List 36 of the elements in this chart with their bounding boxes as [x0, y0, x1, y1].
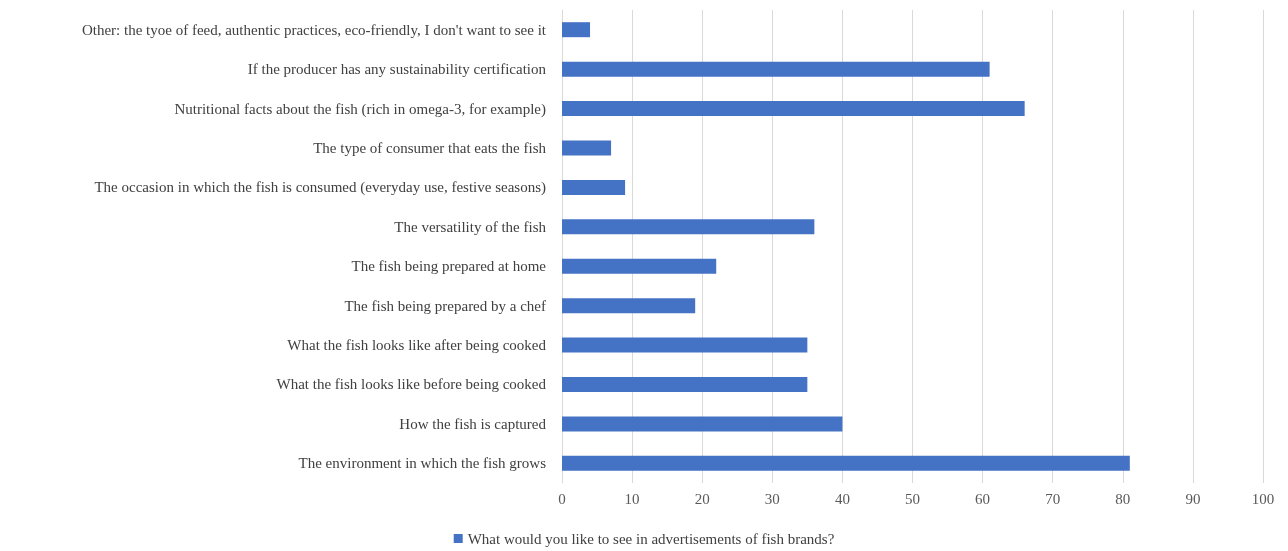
x-tick-label: 30: [764, 490, 780, 507]
bar: [562, 61, 990, 77]
y-tick-label: The type of consumer that eats the fish: [313, 139, 547, 156]
y-tick-label: The fish being prepared by a chef: [344, 297, 546, 314]
bar: [562, 376, 808, 392]
x-tick-label: 60: [975, 490, 991, 507]
x-tick-label: 100: [1251, 490, 1275, 507]
bar: [562, 416, 843, 432]
y-tick-label: The occasion in which the fish is consumed (everyday use, festive seasons): [94, 179, 546, 197]
bar: [562, 101, 1025, 117]
y-tick-label: Nutritional facts about the fish (rich in omega-3, for example): [174, 100, 546, 118]
x-tick-label: 70: [1045, 490, 1061, 507]
y-tick-label: The environment in which the fish grows: [298, 455, 547, 472]
x-tick-label: 90: [1185, 490, 1201, 507]
bar: [562, 219, 815, 235]
legend-label: What would you like to see in advertisements of fish brands?: [467, 530, 835, 547]
x-tick-label: 50: [905, 490, 920, 507]
x-tick-label: 10: [624, 490, 640, 507]
y-tick-label: The versatility of the fish: [394, 218, 547, 235]
bar: [562, 258, 717, 274]
bar: [562, 337, 808, 353]
bar: [562, 140, 612, 156]
y-tick-label: What the fish looks like after being cooked: [287, 337, 547, 354]
bar: [562, 22, 591, 38]
y-tick-label: The fish being prepared at home: [351, 258, 547, 275]
bar: [562, 455, 1130, 471]
y-tick-label: How the fish is captured: [399, 415, 547, 432]
y-tick-label: Other: the tyoe of feed, authentic practices, eco-friendly, I don't want to see it: [81, 21, 547, 38]
y-tick-label: What the fish looks like before being cooked: [276, 376, 547, 393]
bar: [562, 298, 696, 314]
x-tick-label: 0: [558, 490, 566, 507]
x-tick-label: 20: [694, 490, 710, 507]
x-tick-label: 80: [1115, 490, 1131, 507]
x-tick-label: 40: [834, 490, 850, 507]
y-tick-label: If the producer has any sustainability certification: [247, 61, 547, 78]
bar: [562, 179, 626, 195]
